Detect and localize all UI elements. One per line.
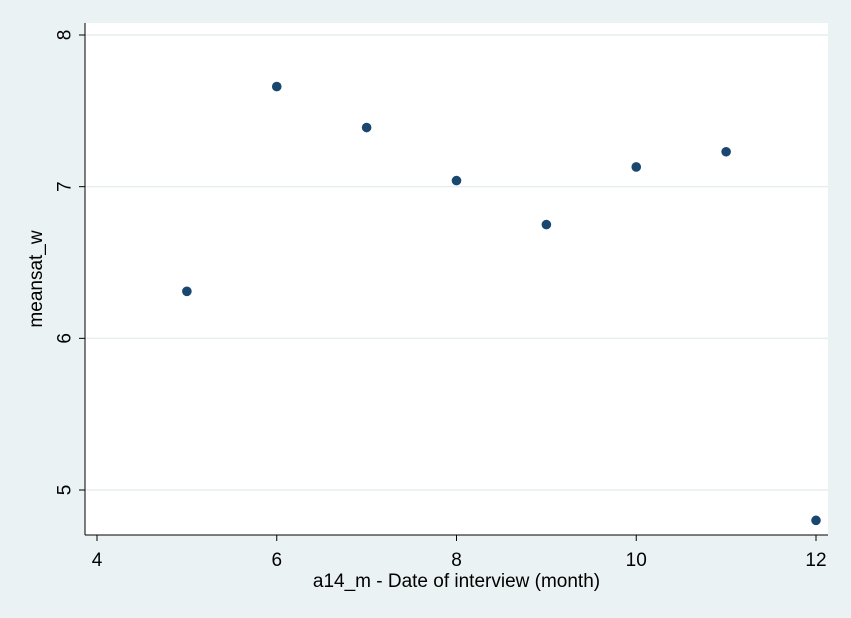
- y-axis-ticks: 5 6 7 8: [55, 30, 85, 496]
- y-axis-title: meansat_w: [26, 230, 47, 327]
- data-point: [541, 219, 552, 230]
- grid-lines: [85, 34, 828, 491]
- data-point: [361, 122, 372, 133]
- y-tick-label: 8: [55, 30, 76, 41]
- data-point: [182, 286, 192, 297]
- plot-area: [85, 23, 828, 535]
- data-point: [811, 515, 821, 526]
- data-point: [451, 175, 462, 186]
- data-point: [631, 162, 642, 172]
- y-tick-label: 7: [55, 181, 76, 192]
- x-tick-label: 8: [451, 550, 462, 571]
- x-axis-title: a14_m - Date of interview (month): [313, 571, 600, 592]
- data-point: [721, 146, 731, 157]
- data-point: [271, 81, 282, 92]
- x-tick-label: 12: [805, 550, 826, 571]
- x-tick-label: 10: [626, 550, 647, 571]
- x-axis-ticks: 4 6 8 10 12: [92, 535, 827, 571]
- y-tick-label: 6: [55, 333, 76, 344]
- x-tick-label: 4: [92, 550, 103, 571]
- x-tick-label: 6: [271, 550, 282, 571]
- y-tick-label: 5: [55, 485, 76, 496]
- data-points: [182, 81, 821, 526]
